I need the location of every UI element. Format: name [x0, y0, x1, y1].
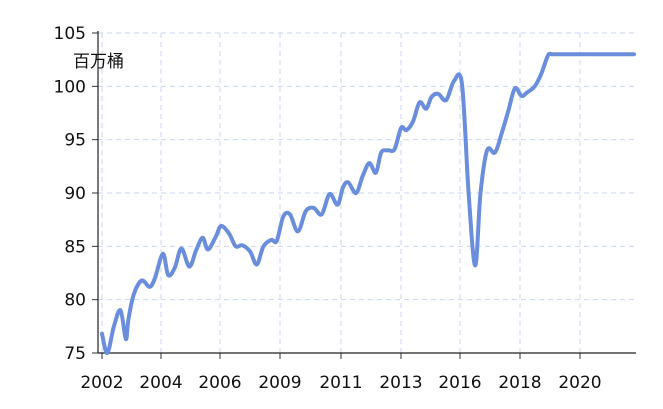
x-tick-label: 2011: [319, 373, 362, 393]
gridlines: [98, 32, 636, 353]
x-tick-label: 2016: [438, 373, 481, 393]
x-tick-label: 2020: [558, 373, 601, 393]
x-tick-label: 2002: [80, 373, 123, 393]
y-tick-labels: 75 80 85 90 95 100 105: [54, 24, 86, 364]
y-tick-label: 85: [64, 237, 86, 257]
x-tick-labels: 2002 2004 2006 2009 2011 2013 2016 2018 2020: [80, 373, 601, 393]
y-tick-label: 100: [54, 77, 86, 97]
y-tick-label: 90: [64, 184, 86, 204]
y-tick-label: 80: [64, 291, 86, 311]
y-unit-label: 百万桶: [73, 52, 124, 72]
axes: [92, 31, 636, 359]
x-tick-label: 2009: [258, 373, 301, 393]
series-line: [100, 51, 636, 356]
x-tick-label: 2013: [379, 373, 422, 393]
x-tick-label: 2004: [139, 373, 182, 393]
x-tick-label: 2018: [498, 373, 541, 393]
y-tick-label: 95: [64, 131, 86, 151]
x-tick-label: 2006: [198, 373, 241, 393]
y-tick-label: 105: [54, 24, 86, 44]
y-tick-label: 75: [64, 344, 86, 364]
